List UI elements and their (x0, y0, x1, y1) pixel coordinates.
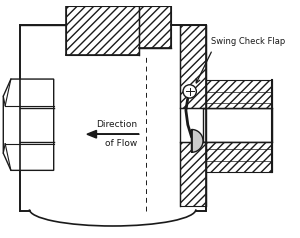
Bar (203, 80, 272, 108)
Text: Direction: Direction (96, 119, 137, 129)
Bar (203, 108, 272, 142)
Polygon shape (3, 79, 54, 170)
Text: Swing Check Flap: Swing Check Flap (211, 37, 285, 46)
Bar (139, 6, 171, 48)
Polygon shape (180, 25, 206, 108)
FancyArrow shape (87, 130, 139, 138)
Bar (203, 142, 272, 172)
Text: of Flow: of Flow (105, 139, 137, 148)
Circle shape (183, 85, 196, 98)
Polygon shape (192, 129, 203, 152)
Bar (20, 25, 206, 211)
Polygon shape (180, 142, 206, 207)
Bar (30, 205, 197, 216)
Bar (66, 6, 139, 55)
